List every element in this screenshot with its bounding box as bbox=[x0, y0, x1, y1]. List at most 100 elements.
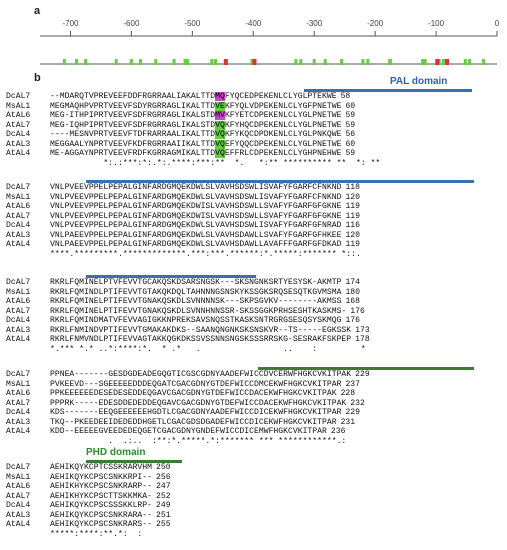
alignment-block: DcAL7 VNLPVEEVPPELPEPALGINFARDGMQEKDWLSLV… bbox=[0, 183, 361, 259]
highlighted-residues: MV bbox=[215, 111, 225, 120]
sequence-text: AEHIKQYKCPTCSSKRARVHM bbox=[50, 463, 152, 472]
green-element-mark bbox=[139, 59, 143, 65]
alignment-row: AtAL3 RKRLFNMINDVPTIFEVVTGMAKAKDKS--SAANQ… bbox=[0, 326, 370, 336]
sequence-name: AtAL7 bbox=[6, 398, 31, 408]
alignment-row: AtAL6 VNLPVEEVPPELPEPALGINFARDGMQEKDWISLV… bbox=[0, 202, 361, 212]
sequence-text: AEHIKQYKCPSCSSSKKLRP- bbox=[50, 501, 152, 510]
alignment-row: AtAL4 KDD--EEEEEGVEEDEDEQGETCGACGDNYGNDEF… bbox=[0, 427, 370, 437]
consensus-line: . .:.. :**:*.*****.*:******* *** *******… bbox=[0, 437, 370, 447]
sequence-name: AtAL7 bbox=[6, 120, 31, 130]
residue-count: 173 bbox=[355, 325, 370, 335]
sequence-text: KFYETCDPEKENLCLYGLPNETWE bbox=[224, 111, 342, 120]
panel-b-label: b bbox=[34, 72, 41, 84]
residue-count: 180 bbox=[345, 287, 361, 297]
sequence-name: MsAL1 bbox=[6, 379, 31, 389]
alignment-row: MsAL1 MEGMAQHPVPRTVEEVFSDYRGRRAGLIKALTTDV… bbox=[0, 101, 380, 112]
sequence-text: KDS-------EEQGEEEEEEHGDTLCGACGDNYAADEFWI… bbox=[50, 408, 342, 417]
red-element-mark bbox=[252, 59, 257, 65]
green-element-mark bbox=[172, 59, 176, 65]
green-element-mark bbox=[299, 59, 303, 65]
green-element-mark bbox=[441, 59, 445, 65]
consensus-text: *:.:***:*:.*:.****:***:** *. *:** ******… bbox=[50, 158, 381, 168]
green-element-mark bbox=[388, 59, 392, 65]
sequence-name: AtAL6 bbox=[6, 297, 31, 306]
sequence-text: RKRLFNMVNDLPTIFEVVAGTAKKQGKDKSSVSSNNSNGS… bbox=[50, 335, 352, 344]
pal-domain-bar-block3 bbox=[86, 275, 256, 278]
sequence-name: AtAL3 bbox=[6, 417, 31, 427]
promoter-scale: -700 -600 -500 -400 -300 -200 -100 0 bbox=[40, 19, 500, 65]
residue-count: 250 bbox=[156, 463, 171, 472]
alignment-row: MsAL1 VNLPVEEVPPELPEPALGINFARDGMQEKDWLSLV… bbox=[0, 193, 361, 203]
alignment-row: AtAL7 MEG-IQHPIPRTVEEVFSDFRGRRAGLIKALSTDV… bbox=[0, 120, 380, 131]
sequence-name: AtAL3 bbox=[6, 325, 31, 335]
scale-tick-label: -700 bbox=[62, 19, 79, 28]
alignment-row: AtAL3 VNLPAEEVPPELPEPALGINFARDGMQEKDWLSLV… bbox=[0, 231, 361, 241]
sequence-text: AEHIKHYKCPSCTTSKKMKA- bbox=[50, 491, 152, 501]
residue-count: 59 bbox=[345, 120, 356, 130]
alignment-row: AtAL6 PPKEEEEEEDESEDESEDDEQGAVCGACGDNYGTD… bbox=[0, 389, 370, 399]
sequence-text: RKRLFQMINELPTIFEVVTGNAKQSKDLSVNNNNSK---S… bbox=[50, 297, 342, 306]
sequence-name: MsAL1 bbox=[6, 287, 31, 297]
scale-tick-label: -600 bbox=[123, 19, 140, 28]
green-element-mark bbox=[421, 59, 425, 65]
residue-count: 256 bbox=[156, 472, 171, 482]
green-element-mark bbox=[482, 59, 486, 65]
sequence-text: VNLPVEEVPPELPEPALGINFARDGMQEKDWISLVAVHSD… bbox=[50, 211, 342, 221]
green-element-mark bbox=[250, 59, 254, 65]
highlighted-residues: MQ bbox=[215, 92, 225, 101]
residue-count: 232 bbox=[350, 398, 365, 408]
sequence-name: DcAL7 bbox=[6, 92, 31, 101]
residue-count: 178 bbox=[355, 335, 370, 344]
sequence-name: MsAL1 bbox=[6, 472, 31, 482]
sequence-text: PPPRK-----EDESDDEDEDDEQGAVCGACGDNYGTDEFW… bbox=[50, 398, 347, 408]
residue-count: 255 bbox=[156, 520, 171, 529]
sequence-text: VNLPAEEVPPELPEPALGINFARDGMQEKDWLSLVAVHSD… bbox=[50, 240, 342, 249]
alignment-row: DcAL7 --MDARQTVPREVEEFDDFRGRRAALIAKALTTDM… bbox=[0, 92, 380, 102]
alignment-row: AtAL3 TKQ--PKEEDEEIDEDEDDHGETLCGACGDSDGAD… bbox=[0, 418, 370, 428]
green-element-mark bbox=[294, 59, 298, 65]
sequence-name: AtAL7 bbox=[6, 491, 31, 501]
sequence-text: AEHIKQYKCPSCSNKKRPI-- bbox=[50, 472, 152, 482]
sequence-text: VNLPVEEVPPELPEPALGINFARDGMQEKDWLSLVAVHSD… bbox=[50, 192, 342, 202]
residue-count: 237 bbox=[345, 379, 361, 389]
sequence-name: DcAL4 bbox=[6, 130, 31, 139]
sequence-name: DcAL7 bbox=[6, 278, 31, 287]
residue-count: 120 bbox=[345, 230, 361, 240]
residue-count: 252 bbox=[156, 491, 171, 501]
green-element-mark bbox=[154, 59, 158, 65]
sequence-text: TKQ--PKEEDEEIDEDEDDHGETLCGACGDSDGADEFWIC… bbox=[50, 417, 337, 427]
sequence-name: MsAL1 bbox=[6, 101, 31, 111]
green-element-mark bbox=[361, 59, 365, 65]
residue-count: 229 bbox=[345, 408, 361, 417]
consensus-text: ****.*********.*************.***:***.***… bbox=[50, 249, 361, 259]
sequence-text: MEGMAQHPVPRTVEEVFSDYRGRRAGLIKALTTD bbox=[50, 101, 216, 111]
pal-domain-bar-top bbox=[304, 89, 472, 92]
sequence-name: DcAL4 bbox=[6, 221, 31, 230]
sequence-name: DcAL4 bbox=[6, 408, 31, 417]
alignment-row: MsAL1 RKRLFQMINDLPTIFEVVTGTAKQKDQLTAHNNNG… bbox=[0, 288, 370, 298]
residue-count: 228 bbox=[340, 389, 356, 398]
red-element-mark bbox=[223, 59, 228, 65]
residue-count: 249 bbox=[156, 501, 171, 510]
green-element-mark bbox=[423, 59, 427, 65]
pal-domain-label: PAL domain bbox=[390, 76, 448, 87]
sequence-text: RKRLFQMINELPTIFEVVTGNAKQSKDLSVNNHNNSSR-S… bbox=[50, 306, 347, 316]
sequence-text: --MDARQTVPREVEEFDDFRGRRAALIAKALTTD bbox=[50, 92, 216, 101]
sequence-text: AEHIKQYKCPSCSNKRARA-- bbox=[50, 510, 152, 520]
phd-domain-bar-block5 bbox=[86, 460, 182, 463]
sequence-text: RKRLFQMINDMATVFEVVAGIGKKNPREKSAVSNQSSTKA… bbox=[50, 316, 342, 325]
sequence-text: ----MESNVPRTVEEVFTDFRARRAALIKALTTD bbox=[50, 130, 216, 139]
alignment-row: AtAL6 AEHIKHYKCPSCSNKRARP-- 247 bbox=[0, 482, 171, 492]
sequence-text: RKRLFQMINELPTVFEVVTGCAKQSKDSARSNGSK---SK… bbox=[50, 278, 342, 287]
sequence-text: PPKEEEEEEDESEDESEDDEQGAVCGACGDNYGTDEFWIC… bbox=[50, 389, 337, 398]
alignment-row: MsAL1 PVKEEVD---SGEEEEEDDDEQGATCGACGDNYGT… bbox=[0, 380, 370, 390]
sequence-name: AtAL6 bbox=[6, 202, 31, 211]
consensus-line: ****.*********.*************.***:***.***… bbox=[0, 250, 361, 260]
sequence-name: AtAL6 bbox=[6, 482, 31, 491]
alignment-block: DcAL7 AEHIKQYKCPTCSSKRARVHM 250 MsAL1 AEHIKQ… bbox=[0, 463, 171, 539]
sequence-text: AEHIKHYKCPSCSNKRARP-- bbox=[50, 482, 152, 491]
green-element-mark bbox=[312, 59, 316, 65]
green-element-mark bbox=[84, 59, 88, 65]
green-element-mark bbox=[463, 59, 467, 65]
consensus-line: *:.:***:*:.*:.****:***:** *. *:** ******… bbox=[0, 159, 380, 169]
